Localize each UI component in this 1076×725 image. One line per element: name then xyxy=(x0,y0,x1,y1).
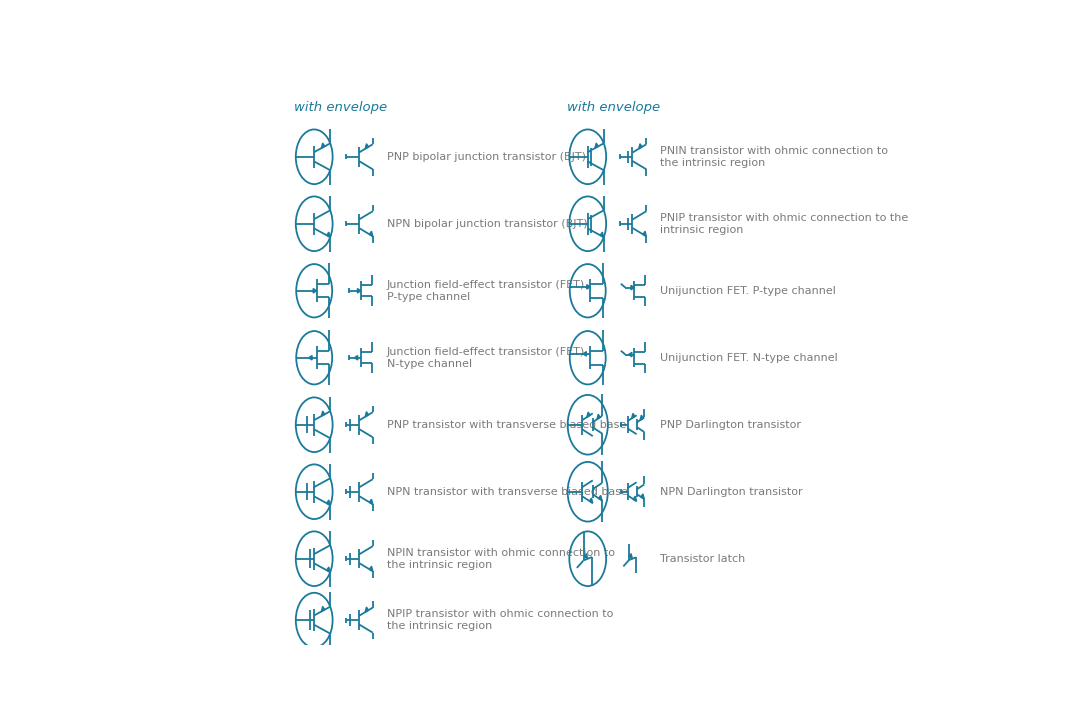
Polygon shape xyxy=(633,496,637,501)
Polygon shape xyxy=(586,285,590,289)
Polygon shape xyxy=(598,495,601,500)
Polygon shape xyxy=(322,606,325,611)
Polygon shape xyxy=(327,567,330,572)
Polygon shape xyxy=(365,607,369,612)
Text: PNP bipolar junction transistor (BJT): PNP bipolar junction transistor (BJT) xyxy=(386,152,585,162)
Polygon shape xyxy=(639,144,642,149)
Text: NPN Darlington transistor: NPN Darlington transistor xyxy=(661,486,803,497)
Text: PNP Darlington transistor: PNP Darlington transistor xyxy=(661,420,802,430)
Polygon shape xyxy=(631,286,635,290)
Polygon shape xyxy=(640,415,643,420)
Text: NPN transistor with transverse biased base: NPN transistor with transverse biased ba… xyxy=(386,486,627,497)
Text: Junction field-effect transistor (FET).
P-type channel: Junction field-effect transistor (FET). … xyxy=(386,280,589,302)
Polygon shape xyxy=(632,413,635,418)
Polygon shape xyxy=(354,355,357,360)
Text: with envelope: with envelope xyxy=(567,101,661,114)
Polygon shape xyxy=(322,411,325,416)
Polygon shape xyxy=(369,500,372,505)
Text: NPN bipolar junction transistor (BJT): NPN bipolar junction transistor (BJT) xyxy=(386,219,587,229)
Polygon shape xyxy=(322,143,325,148)
Polygon shape xyxy=(600,232,604,237)
Polygon shape xyxy=(643,231,647,236)
Polygon shape xyxy=(365,144,369,149)
Polygon shape xyxy=(583,352,586,356)
Text: NPIP transistor with ohmic connection to
the intrinsic region: NPIP transistor with ohmic connection to… xyxy=(386,609,613,631)
Text: Junction field-effect transistor (FET).
N-type channel: Junction field-effect transistor (FET). … xyxy=(386,347,589,368)
Text: Transistor latch: Transistor latch xyxy=(661,554,746,564)
Polygon shape xyxy=(327,232,330,237)
Text: PNP transistor with transverse biased base: PNP transistor with transverse biased ba… xyxy=(386,420,626,430)
Polygon shape xyxy=(369,231,372,236)
Text: with envelope: with envelope xyxy=(294,101,386,114)
Polygon shape xyxy=(327,500,330,505)
Text: Unijunction FET. P-type channel: Unijunction FET. P-type channel xyxy=(661,286,836,296)
Text: PNIN transistor with ohmic connection to
the intrinsic region: PNIN transistor with ohmic connection to… xyxy=(661,146,889,167)
Polygon shape xyxy=(313,289,316,293)
Text: NPIN transistor with ohmic connection to
the intrinsic region: NPIN transistor with ohmic connection to… xyxy=(386,548,614,570)
Text: PNIP transistor with ohmic connection to the
intrinsic region: PNIP transistor with ohmic connection to… xyxy=(661,213,908,235)
Polygon shape xyxy=(357,289,360,293)
Polygon shape xyxy=(597,414,600,419)
Polygon shape xyxy=(309,355,312,360)
Polygon shape xyxy=(365,412,369,417)
Polygon shape xyxy=(629,554,633,559)
Polygon shape xyxy=(586,412,591,417)
Polygon shape xyxy=(641,494,645,499)
Polygon shape xyxy=(595,143,598,148)
Text: Unijunction FET. N-type channel: Unijunction FET. N-type channel xyxy=(661,353,838,362)
Polygon shape xyxy=(584,554,587,559)
Polygon shape xyxy=(590,498,593,503)
Polygon shape xyxy=(628,352,632,357)
Polygon shape xyxy=(369,566,372,571)
